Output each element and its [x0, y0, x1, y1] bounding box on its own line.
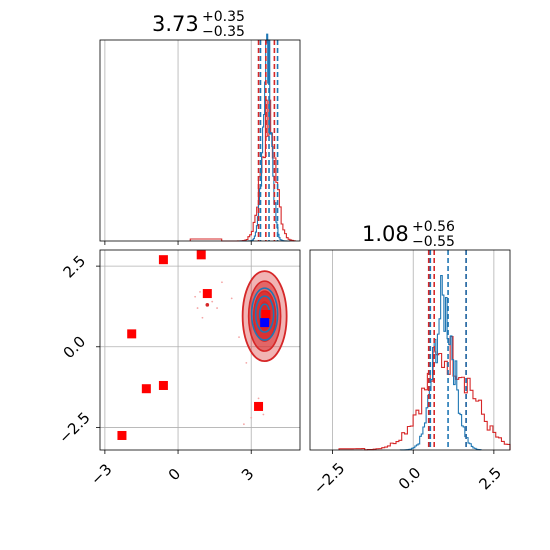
- scatter-2d-panel: [96, 249, 301, 454]
- title-param1-plus: +0.56: [412, 219, 455, 235]
- scatter-speck-2: [211, 300, 214, 303]
- red-square-marker-2: [202, 289, 212, 299]
- x-tick-label-param0-2: 3: [238, 465, 257, 484]
- blue-square-marker: [260, 318, 270, 328]
- red-dot-marker: [205, 303, 210, 307]
- hist0-red-histogram: [189, 99, 296, 242]
- x-tick-labels-param1: −2.5 0.0 2.5: [310, 459, 505, 497]
- hist1-frame: [309, 249, 511, 451]
- title-param1: 1.08 +0.56 −0.55: [362, 219, 455, 250]
- title-param1-minus: −0.55: [412, 234, 455, 250]
- scatter-speck-13: [221, 281, 223, 284]
- hist0-blue-histogram: [239, 33, 291, 242]
- red-square-marker-0: [158, 255, 168, 265]
- x-tick-label-param1-2: 2.5: [476, 464, 506, 494]
- title-param1-value: 1.08: [362, 222, 409, 246]
- scatter-speck-10: [230, 297, 233, 300]
- x-tick-label-param0-1: 0: [165, 465, 184, 484]
- x-tick-label-param1-0: −2.5: [310, 459, 348, 497]
- histogram-param0-panel: [99, 33, 301, 245]
- hist1-blue-histogram: [399, 274, 482, 451]
- title-param0-minus: −0.35: [202, 24, 245, 40]
- scatter2d-frame: [99, 249, 301, 451]
- histogram-param1-panel: [309, 249, 511, 454]
- x-tick-label-param1-1: 0.0: [395, 464, 425, 494]
- scatter-speck-6: [250, 416, 253, 419]
- blue-contour-0: [250, 287, 279, 341]
- red-square-marker-3: [127, 329, 137, 339]
- scatter-speck-7: [243, 423, 245, 426]
- red-square-marker-8: [261, 310, 271, 320]
- red-square-marker-6: [117, 430, 127, 440]
- hist1-red-histogram: [338, 335, 511, 451]
- scatter-speck-11: [238, 336, 240, 338]
- red-square-marker-5: [158, 380, 168, 390]
- title-param0: 3.73 +0.35 −0.35: [152, 9, 245, 40]
- hist0-frame: [99, 39, 301, 242]
- scatter-speck-12: [245, 362, 248, 364]
- scatter-speck-3: [201, 316, 204, 319]
- y-tick-label-param1-2: −2.5: [55, 409, 93, 447]
- x-tick-label-param0-0: −3: [87, 460, 115, 488]
- title-param0-value: 3.73: [152, 12, 199, 36]
- red-square-marker-4: [141, 384, 151, 394]
- scatter-speck-9: [216, 307, 218, 309]
- scatter-speck-1: [196, 307, 199, 309]
- y-tick-label-param1-1: 0.0: [60, 332, 90, 362]
- red-square-marker-7: [254, 401, 264, 411]
- scatter-speck-5: [257, 397, 260, 400]
- scatter-speck-8: [262, 413, 265, 416]
- scatter-speck-4: [199, 291, 201, 293]
- y-tick-label-param1-0: 2.5: [60, 252, 90, 282]
- blue-contour-1: [254, 295, 275, 333]
- scatter-speck-0: [194, 295, 197, 298]
- red-square-marker-1: [196, 250, 206, 260]
- title-param0-plus: +0.35: [202, 9, 245, 25]
- x-tick-labels-param0: −3 0 3: [87, 460, 257, 488]
- y-tick-labels-param1: 2.5 0.0 −2.5: [55, 252, 93, 447]
